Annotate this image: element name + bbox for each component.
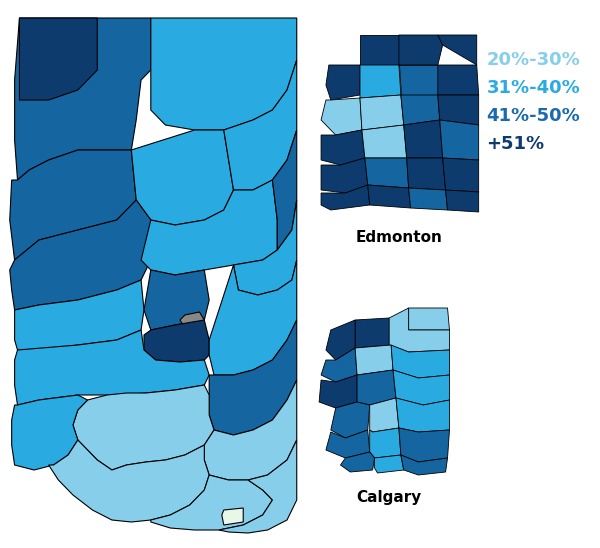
Polygon shape <box>326 65 360 100</box>
Polygon shape <box>446 190 479 212</box>
Polygon shape <box>399 35 443 65</box>
Polygon shape <box>389 308 449 352</box>
Polygon shape <box>365 158 409 188</box>
Polygon shape <box>321 98 362 135</box>
Polygon shape <box>19 18 97 100</box>
Polygon shape <box>14 330 209 405</box>
Text: Calgary: Calgary <box>356 490 422 505</box>
Polygon shape <box>326 320 355 360</box>
Polygon shape <box>357 370 396 405</box>
Polygon shape <box>399 428 449 462</box>
Polygon shape <box>355 345 393 375</box>
Polygon shape <box>391 345 449 378</box>
Text: 20%-30%: 20%-30% <box>487 51 580 69</box>
Polygon shape <box>396 398 449 432</box>
Polygon shape <box>14 280 144 350</box>
Polygon shape <box>209 320 297 435</box>
Polygon shape <box>407 158 446 190</box>
Polygon shape <box>321 185 370 210</box>
Polygon shape <box>399 65 438 95</box>
Polygon shape <box>341 452 374 472</box>
Polygon shape <box>404 120 443 158</box>
Polygon shape <box>10 150 136 260</box>
Polygon shape <box>144 320 209 362</box>
Polygon shape <box>319 375 357 408</box>
Polygon shape <box>11 395 88 470</box>
Polygon shape <box>321 130 365 165</box>
Polygon shape <box>224 60 297 190</box>
Polygon shape <box>233 200 297 295</box>
Polygon shape <box>370 428 401 458</box>
Polygon shape <box>151 18 297 130</box>
Polygon shape <box>131 130 233 225</box>
Polygon shape <box>409 308 449 330</box>
Polygon shape <box>73 385 214 470</box>
Polygon shape <box>440 120 479 160</box>
Polygon shape <box>49 440 209 522</box>
Text: Edmonton: Edmonton <box>355 230 442 245</box>
Polygon shape <box>360 95 404 130</box>
Polygon shape <box>169 415 193 435</box>
Polygon shape <box>272 130 297 250</box>
Polygon shape <box>443 158 479 192</box>
Polygon shape <box>321 348 357 382</box>
Polygon shape <box>331 402 370 438</box>
Polygon shape <box>438 35 477 65</box>
Polygon shape <box>180 312 205 328</box>
Polygon shape <box>205 380 297 480</box>
Polygon shape <box>10 200 151 310</box>
Polygon shape <box>374 455 404 473</box>
Polygon shape <box>326 430 370 458</box>
Polygon shape <box>401 95 440 125</box>
Polygon shape <box>141 180 277 275</box>
Polygon shape <box>401 455 448 475</box>
Polygon shape <box>368 185 410 208</box>
Polygon shape <box>14 18 151 180</box>
Polygon shape <box>151 475 272 530</box>
Polygon shape <box>409 188 448 210</box>
Polygon shape <box>362 125 407 158</box>
Polygon shape <box>360 65 401 98</box>
Polygon shape <box>438 65 479 95</box>
Polygon shape <box>144 270 209 330</box>
Text: +51%: +51% <box>487 135 545 153</box>
Polygon shape <box>360 35 399 65</box>
Polygon shape <box>219 440 297 533</box>
Polygon shape <box>370 398 399 432</box>
Polygon shape <box>209 260 297 375</box>
Polygon shape <box>438 95 479 125</box>
Polygon shape <box>355 318 391 348</box>
Text: 41%-50%: 41%-50% <box>487 107 580 125</box>
Polygon shape <box>222 508 243 525</box>
Text: 31%-40%: 31%-40% <box>487 79 580 97</box>
Polygon shape <box>393 370 449 405</box>
Polygon shape <box>321 158 368 193</box>
